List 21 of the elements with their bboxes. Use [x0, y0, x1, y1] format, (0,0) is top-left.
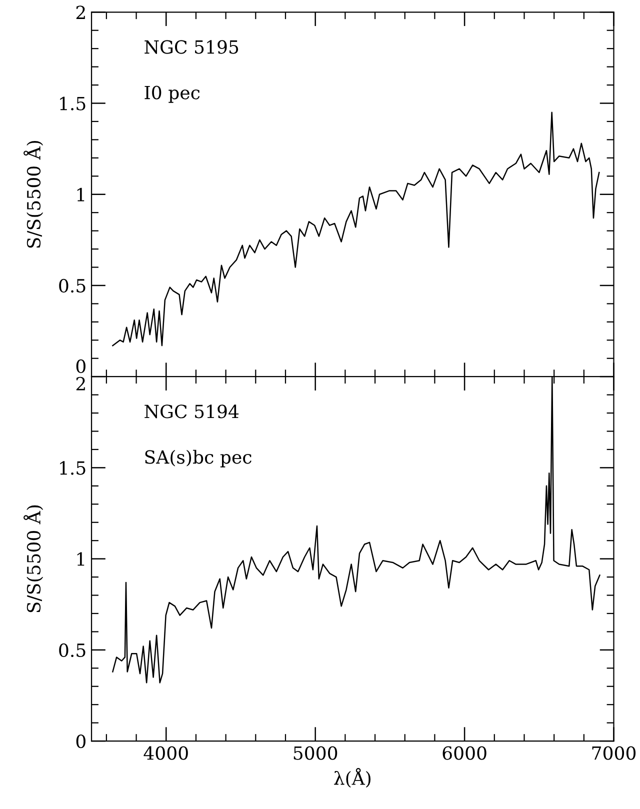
annotation: SA(s)bc pec: [145, 450, 252, 468]
x-axis-title: λ(Å): [334, 768, 370, 788]
y-tick-label: 2: [76, 6, 85, 19]
y-tick-label: 1.5: [60, 461, 86, 475]
y-tick-label: 2: [76, 376, 85, 390]
y-tick-label: 0.5: [59, 643, 86, 658]
y-axis-title: S/S(5500 Å): [24, 505, 44, 612]
x-tick-label: 7000: [592, 746, 636, 760]
x-tick-label: 5000: [294, 746, 338, 760]
y-tick-label: 1.5: [60, 96, 86, 110]
x-tick-label: 6000: [442, 746, 486, 760]
y-tick-label: 1: [77, 188, 84, 202]
annotation: I0 pec: [144, 86, 200, 103]
y-tick-label: 0: [76, 359, 86, 374]
y-tick-label: 1: [77, 552, 84, 566]
annotation: NGC 5194: [144, 404, 239, 418]
y-tick-label: 0.5: [59, 278, 86, 293]
x-tick-label: 4000: [144, 746, 188, 760]
y-axis-title: S/S(5500 Å): [24, 140, 44, 248]
y-tick-label: 0: [76, 734, 86, 748]
annotation: NGC 5195: [144, 40, 238, 54]
